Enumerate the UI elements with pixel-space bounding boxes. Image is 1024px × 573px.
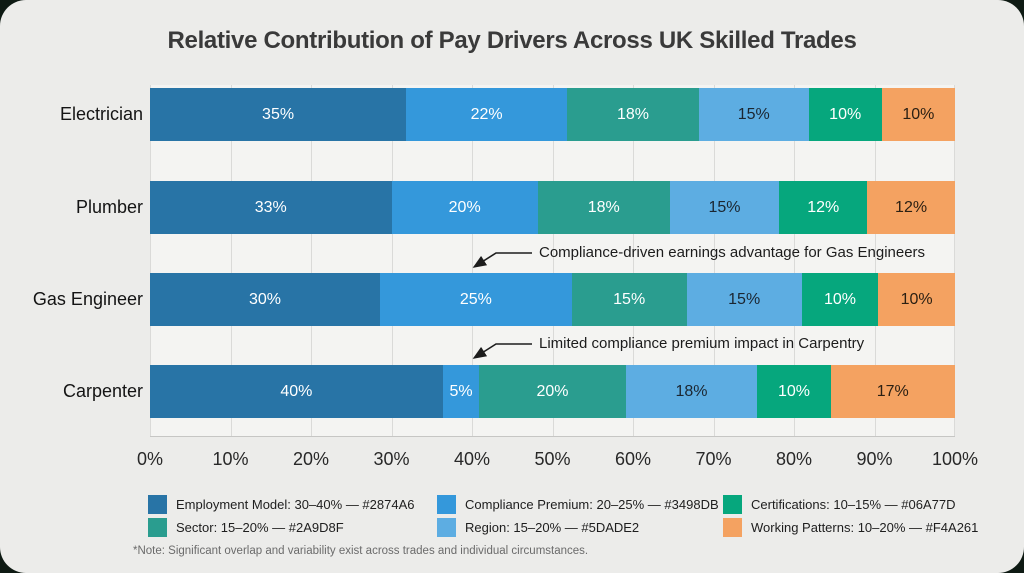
legend-label: Working Patterns: 10–20% — #F4A261 bbox=[751, 520, 979, 535]
bar-segment: 40% bbox=[150, 365, 443, 418]
gridline bbox=[230, 85, 232, 436]
bar-row-plumber: 33% 20% 18% 15% 12% 12% bbox=[150, 181, 955, 234]
bar-segment: 35% bbox=[150, 88, 407, 141]
bar-row-electrician: 35% 22% 18% 15% 10% 10% bbox=[150, 88, 955, 141]
plot-area: 35% 22% 18% 15% 10% 10% 33% 20% 18% 15% 12% 12% 30% 2… bbox=[150, 85, 955, 437]
legend-swatch bbox=[148, 495, 167, 514]
legend-swatch bbox=[723, 518, 742, 537]
bar-segment: 18% bbox=[537, 181, 670, 234]
legend-entry: Certifications: 10–15% — #06A77D bbox=[723, 495, 978, 514]
legend-label: Certifications: 10–15% — #06A77D bbox=[751, 497, 956, 512]
legend-entry: Working Patterns: 10–20% — #F4A261 bbox=[723, 518, 978, 537]
x-tick-label: 10% bbox=[212, 449, 249, 469]
gridline bbox=[150, 85, 151, 436]
gridline bbox=[713, 85, 715, 436]
bar-segment: 17% bbox=[830, 365, 955, 418]
x-tick-label: 80% bbox=[775, 449, 813, 469]
footnote: *Note: Significant overlap and variabili… bbox=[133, 545, 589, 557]
gridline bbox=[954, 85, 955, 436]
x-tick-label: 50% bbox=[534, 449, 571, 469]
bar-segment: 15% bbox=[686, 273, 802, 326]
bar-segment: 15% bbox=[669, 181, 780, 234]
legend-label: Sector: 15–20% — #2A9D8F bbox=[176, 520, 344, 535]
x-tick-label: 0% bbox=[136, 449, 164, 469]
category-label: Gas Engineer bbox=[32, 289, 143, 309]
legend-swatch bbox=[437, 495, 456, 514]
x-tick-label: 90% bbox=[856, 449, 893, 469]
x-tick-label: 100% bbox=[931, 449, 979, 469]
gridline bbox=[633, 85, 634, 436]
bar-segment: 12% bbox=[779, 181, 868, 234]
x-tick-label: 40% bbox=[453, 449, 491, 469]
legend-label: Employment Model: 30–40% — #2874A6 bbox=[176, 497, 415, 512]
gridline bbox=[391, 85, 393, 436]
category-label: Carpenter bbox=[62, 381, 143, 401]
bar-segment: 22% bbox=[406, 88, 568, 141]
legend-swatch bbox=[148, 518, 167, 537]
chart-title: Relative Contribution of Pay Drivers Acr… bbox=[167, 27, 857, 54]
x-tick-label: 60% bbox=[614, 449, 652, 469]
legend-entry: Employment Model: 30–40% — #2874A6 bbox=[148, 495, 437, 514]
bar-segment: 20% bbox=[479, 365, 626, 418]
bar-segment: 33% bbox=[150, 181, 392, 234]
bar-segment: 10% bbox=[881, 88, 955, 141]
x-axis: 0% 10% 20% 30% 40% 50% 60% 70% 80% 90% 100% bbox=[137, 449, 978, 471]
bar-segment: 12% bbox=[867, 181, 955, 234]
bar-segment: 30% bbox=[150, 273, 380, 326]
legend-entry: Sector: 15–20% — #2A9D8F bbox=[148, 518, 437, 537]
bar-segment: 25% bbox=[380, 273, 572, 326]
bar-segment: 18% bbox=[567, 88, 699, 141]
bar-segment: 20% bbox=[391, 181, 538, 234]
gridline bbox=[874, 85, 876, 436]
category-label: Plumber bbox=[75, 197, 143, 217]
bar-segment: 15% bbox=[571, 273, 687, 326]
bar-segment: 18% bbox=[625, 365, 758, 418]
bar-row-gas-engineer: 30% 25% 15% 15% 10% 10% bbox=[150, 273, 955, 326]
legend-entry: Compliance Premium: 20–25% — #3498DB bbox=[437, 495, 723, 514]
x-tick-label: 20% bbox=[292, 449, 330, 469]
annotation-text: Limited compliance premium impact in Car… bbox=[539, 335, 865, 352]
legend-label: Region: 15–20% — #5DADE2 bbox=[465, 520, 640, 535]
bar-segment: 10% bbox=[808, 88, 882, 141]
gridline bbox=[552, 85, 554, 436]
gridline bbox=[311, 85, 312, 436]
x-tick-label: 30% bbox=[373, 449, 410, 469]
bar-segment: 10% bbox=[801, 273, 879, 326]
legend: Employment Model: 30–40% — #2874A6 Compli… bbox=[148, 495, 978, 537]
gridline bbox=[794, 85, 795, 436]
bar-segment: 5% bbox=[442, 365, 480, 418]
legend-swatch bbox=[723, 495, 742, 514]
legend-swatch bbox=[437, 518, 456, 537]
bar-segment: 10% bbox=[878, 273, 955, 326]
x-tick-label: 70% bbox=[695, 449, 732, 469]
legend-entry: Region: 15–20% — #5DADE2 bbox=[437, 518, 723, 537]
legend-label: Compliance Premium: 20–25% — #3498DB bbox=[465, 497, 719, 512]
bar-row-carpenter: 40% 5% 20% 18% 10% 17% bbox=[150, 365, 955, 418]
bar-segment: 10% bbox=[757, 365, 831, 418]
annotation-text: Compliance-driven earnings advantage for… bbox=[539, 244, 926, 261]
gridline bbox=[472, 85, 473, 436]
bar-segment: 15% bbox=[698, 88, 809, 141]
category-label: Electrician bbox=[59, 104, 143, 124]
